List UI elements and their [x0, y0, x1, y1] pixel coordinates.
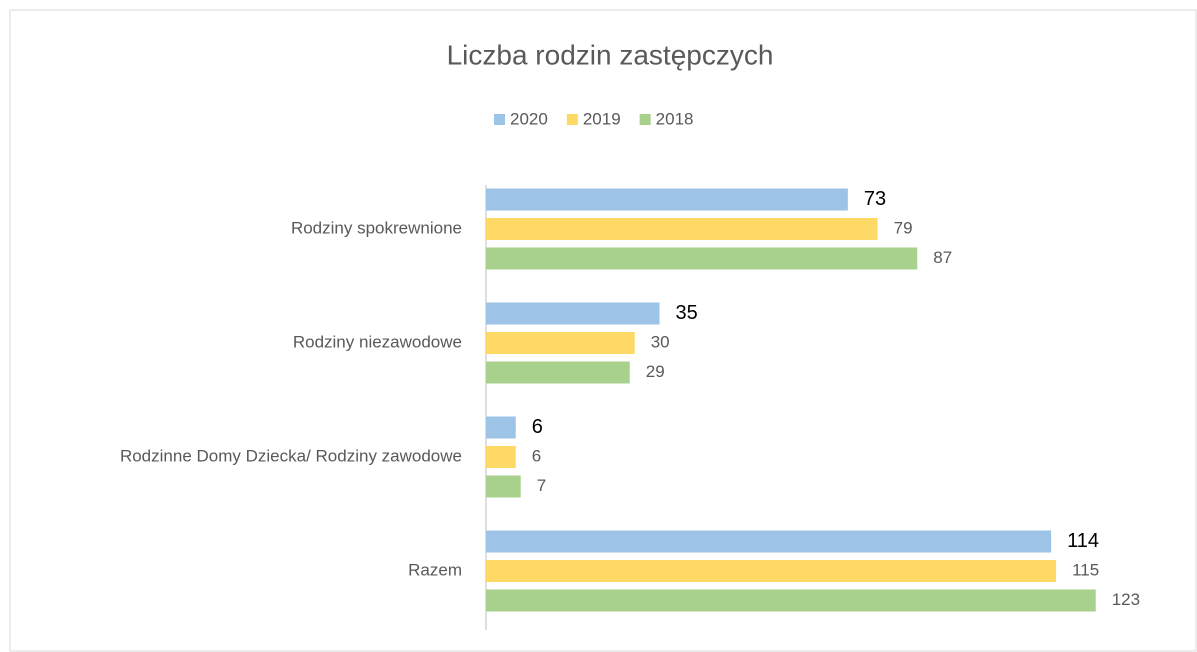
data-label: 114	[1067, 530, 1099, 552]
bar	[486, 530, 1052, 553]
bar	[486, 361, 630, 384]
bar	[486, 560, 1057, 582]
legend-label: 2018	[656, 109, 694, 128]
chart-title: Liczba rodzin zastępczych	[447, 39, 774, 70]
bar	[486, 332, 635, 354]
data-label: 35	[676, 302, 698, 324]
legend-label: 2019	[583, 109, 621, 128]
data-label: 29	[646, 362, 665, 381]
data-label: 6	[532, 446, 541, 465]
legend-swatch	[566, 114, 578, 125]
chart-border	[9, 9, 1197, 652]
y-tick-label: Razem	[408, 560, 462, 579]
data-label: 123	[1112, 590, 1140, 609]
bar	[486, 188, 848, 211]
bar	[486, 247, 918, 270]
legend-label: 2020	[510, 109, 548, 128]
data-label: 73	[864, 188, 886, 210]
bar	[486, 218, 878, 240]
y-tick-label: Rodziny niezawodowe	[293, 332, 462, 351]
bar	[486, 589, 1096, 612]
bar	[486, 475, 521, 498]
data-label: 115	[1072, 560, 1099, 579]
legend-swatch	[639, 114, 651, 125]
bar	[486, 302, 660, 325]
bar	[486, 416, 516, 439]
y-tick-label: Rodziny spokrewnione	[291, 218, 462, 237]
legend-swatch	[494, 114, 505, 125]
data-label: 6	[532, 416, 543, 438]
data-label: 7	[537, 476, 546, 495]
y-tick-label: Rodzinne Domy Dziecka/ Rodziny zawodowe	[120, 446, 462, 465]
data-label: 30	[651, 332, 670, 351]
data-label: 79	[894, 218, 913, 237]
bar	[486, 446, 516, 468]
data-label: 87	[933, 248, 952, 267]
